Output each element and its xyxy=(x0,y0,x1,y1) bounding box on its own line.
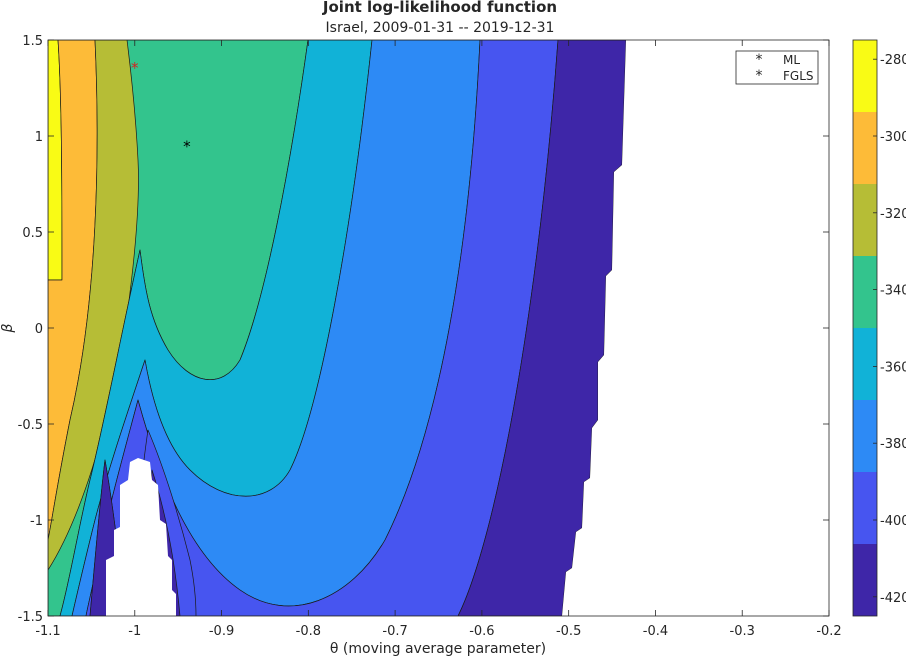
x-tick-label: -1.1 xyxy=(35,624,60,639)
colorbar-tick-label: -380 xyxy=(880,437,906,452)
colorbar-tick-label: -340 xyxy=(880,284,906,299)
legend-box xyxy=(735,50,819,85)
colorbar-segment xyxy=(853,112,877,184)
colorbar-tick-label: -360 xyxy=(880,360,906,375)
y-tick-label: 1 xyxy=(35,130,43,145)
y-tick-label: 0.5 xyxy=(22,226,43,241)
legend-ml-marker: * xyxy=(756,52,763,68)
x-tick-label: -0.9 xyxy=(209,624,234,639)
x-tick-label: -0.4 xyxy=(643,624,668,639)
y-tick-label: -1 xyxy=(30,514,43,529)
undefined-region-left xyxy=(106,458,176,616)
legend-fgls-marker: * xyxy=(756,68,763,84)
x-axis-label: θ (moving average parameter) xyxy=(330,641,546,657)
x-tick-label: -0.3 xyxy=(730,624,755,639)
x-axis-ticks: -1.1 -1 -0.9 -0.8 -0.7 -0.6 -0.5 -0.4 -0.3 -0.2 xyxy=(35,40,842,639)
x-tick-label: -1 xyxy=(128,624,141,639)
colorbar-tick-label: -300 xyxy=(880,130,906,145)
x-tick-label: -0.6 xyxy=(469,624,494,639)
data-markers: ** xyxy=(131,59,191,156)
undefined-region-right xyxy=(562,40,829,616)
colorbar-segment xyxy=(853,544,877,616)
y-tick-label: 0 xyxy=(35,322,43,337)
colorbar-tick-label: -280 xyxy=(880,53,906,68)
colorbar-segment xyxy=(853,472,877,544)
y-tick-label: -1.5 xyxy=(18,610,43,625)
legend: * ML * FGLS xyxy=(735,50,819,85)
colorbar-frame xyxy=(852,39,878,617)
colorbar-tick-label: -320 xyxy=(880,207,906,222)
y-tick-label: 1.5 xyxy=(22,34,43,49)
y-axis-ticks: -1.5 -1 -0.5 0 0.5 1 1.5 xyxy=(18,34,829,625)
x-tick-label: -0.5 xyxy=(556,624,581,639)
legend-ml-label: ML xyxy=(783,53,800,67)
colorbar: -420 -400 -380 -360 -340 -320 -300 -280 xyxy=(852,39,906,617)
chart-title: Joint log-likelihood function xyxy=(322,0,557,16)
chart-subtitle: Israel, 2009-01-31 -- 2019-12-31 xyxy=(326,20,555,36)
colorbar-tick-label: -420 xyxy=(880,591,906,606)
marker-ml: * xyxy=(131,59,139,77)
x-tick-label: -0.7 xyxy=(382,624,407,639)
y-axis-label: β xyxy=(0,323,16,333)
x-tick-label: -0.8 xyxy=(296,624,321,639)
x-tick-label: -0.2 xyxy=(816,624,841,639)
colorbar-segment xyxy=(853,400,877,472)
legend-fgls-label: FGLS xyxy=(783,69,814,83)
colorbar-segment xyxy=(853,256,877,328)
marker-fgls: * xyxy=(183,138,191,156)
colorbar-tick-label: -400 xyxy=(880,514,906,529)
colorbar-segment xyxy=(853,184,877,256)
y-tick-label: -0.5 xyxy=(18,418,43,433)
colorbar-segment xyxy=(853,328,877,400)
colorbar-segment xyxy=(853,40,877,112)
